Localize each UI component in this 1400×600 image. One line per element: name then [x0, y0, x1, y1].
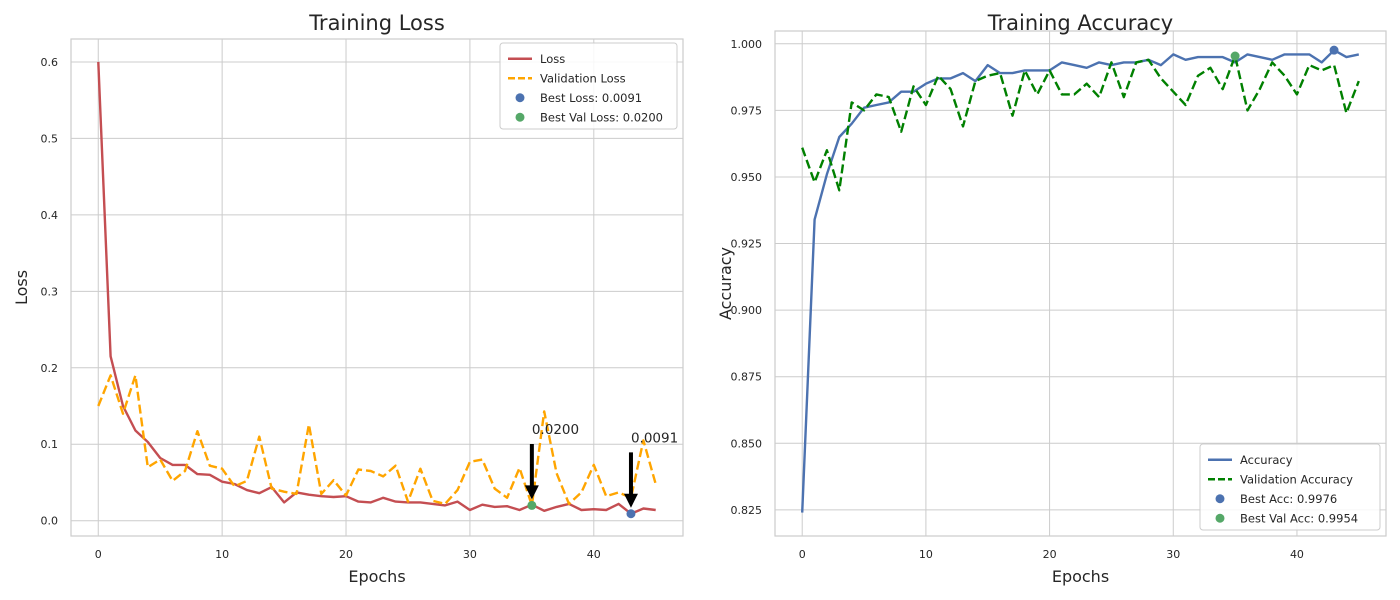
chart-title: Training Accuracy: [987, 11, 1173, 35]
legend-swatch-best-val-loss: [515, 112, 525, 122]
legend-box: [1199, 443, 1381, 531]
legend-label: Best Val Loss: 0.0200: [540, 110, 663, 124]
y-tick-label: 0.3: [41, 285, 59, 298]
y-tick-label: 0.0: [41, 515, 59, 528]
y-tick-label: 0.1: [41, 438, 59, 451]
legend-swatch-best-acc: [1215, 494, 1225, 504]
x-tick-label: 0: [95, 548, 102, 561]
x-axis-label: Epochs: [1052, 567, 1109, 586]
y-tick-label: 0.2: [41, 362, 59, 375]
y-tick-label: 0.850: [731, 437, 763, 450]
training-accuracy-chart: 0 10 20 30 40 0.825 0.850 0.875 0.900 0.925 0.950 0…: [716, 11, 1387, 586]
legend-label: Validation Accuracy: [1240, 472, 1353, 486]
y-tick-label: 0.925: [731, 238, 763, 251]
x-tick-label: 30: [1166, 548, 1180, 561]
series-line-validation-loss: [97, 374, 657, 507]
x-tick-label: 30: [463, 548, 477, 561]
y-tick-label: 1.000: [731, 38, 763, 51]
marker-point-best-loss: [626, 509, 636, 519]
x-tick-label: 10: [919, 548, 933, 561]
training-loss-chart: 0 10 20 30 40 0.0 0.1 0.2 0.3 0.4 0.5 0.6 Training L…: [12, 11, 684, 586]
marker-point-best-acc: [1329, 45, 1339, 55]
y-tick-label: 0.975: [731, 104, 763, 117]
x-tick-label: 0: [799, 548, 806, 561]
x-axis-label: Epochs: [348, 567, 405, 586]
x-tick-label: 20: [339, 548, 353, 561]
legend-label: Accuracy: [1240, 453, 1293, 467]
y-tick-label: 0.6: [41, 56, 59, 69]
marker-point-best-val-acc: [1230, 51, 1240, 61]
y-axis-label: Accuracy: [716, 247, 735, 320]
legend-box: [499, 42, 678, 130]
y-tick-label: 0.875: [731, 371, 763, 384]
legend-label: Validation Loss: [540, 71, 626, 85]
marker-point-best-val-loss: [527, 500, 537, 510]
y-tick-label: 0.4: [41, 209, 59, 222]
legend-swatch-best-val-acc: [1215, 513, 1225, 523]
annotation-arrow-head: [524, 485, 539, 500]
y-tick-label: 0.5: [41, 132, 59, 145]
chart-title: Training Loss: [308, 11, 445, 35]
series-line-accuracy: [801, 49, 1360, 513]
x-tick-label: 40: [1290, 548, 1304, 561]
plot-frame: [774, 30, 1387, 537]
annotation-arrow-head: [623, 493, 638, 508]
series-line-validation-accuracy: [801, 54, 1360, 192]
legend-label: Best Val Acc: 0.9954: [1240, 511, 1358, 525]
legend-label: Loss: [540, 52, 565, 66]
legend-label: Best Acc: 0.9976: [1240, 492, 1337, 506]
legend: Accuracy Validation Accuracy Best Acc: 0.9…: [1199, 443, 1381, 531]
legend-label: Best Loss: 0.0091: [540, 91, 642, 105]
annotation-label: 0.0200: [532, 422, 579, 438]
series-line-loss: [97, 61, 656, 515]
plot-frame: [70, 38, 684, 537]
x-tick-label: 20: [1043, 548, 1057, 561]
x-tick-label: 10: [215, 548, 229, 561]
y-tick-label: 0.900: [731, 304, 763, 317]
legend: Loss Validation Loss Best Loss: 0.0091 Best…: [499, 42, 678, 130]
y-tick-label: 0.950: [731, 171, 763, 184]
annotation-label: 0.0091: [631, 430, 678, 446]
x-tick-label: 40: [587, 548, 601, 561]
y-tick-label: 0.825: [731, 504, 763, 517]
y-axis-label: Loss: [12, 270, 31, 305]
legend-swatch-best-loss: [515, 93, 525, 103]
